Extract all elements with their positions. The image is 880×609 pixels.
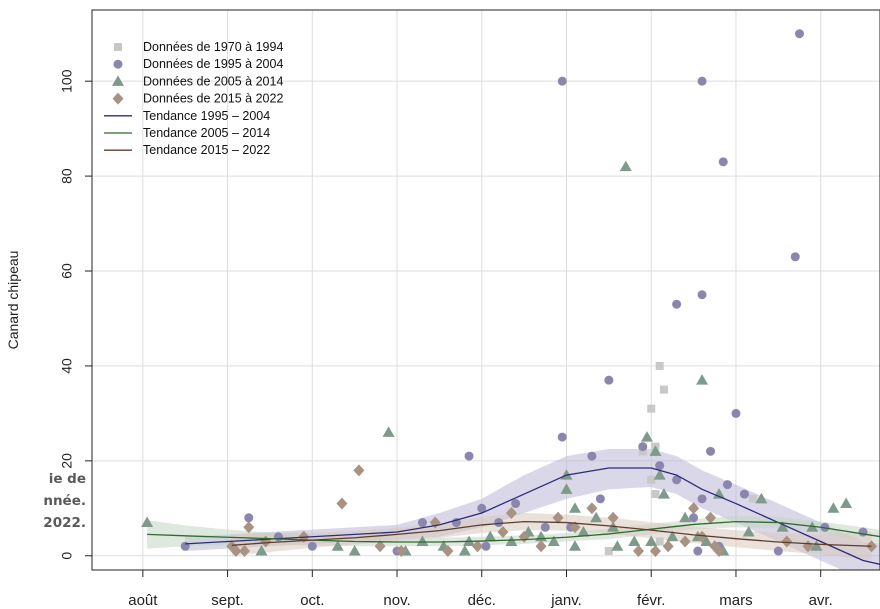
legend-label: Tendance 2005 – 2014	[143, 126, 270, 140]
data-point	[656, 362, 664, 370]
data-point	[465, 452, 474, 461]
data-point	[558, 433, 567, 442]
side-caption-line: nnée.	[0, 490, 86, 512]
data-point	[698, 494, 707, 503]
side-caption: ie de nnée. 2022.	[0, 468, 86, 534]
data-point	[723, 480, 732, 489]
data-point	[791, 252, 800, 261]
side-caption-line: 2022.	[0, 512, 86, 534]
data-point	[795, 29, 804, 38]
data-point	[740, 490, 749, 499]
x-tick-label: déc.	[468, 592, 496, 609]
data-point	[693, 547, 702, 556]
data-point	[558, 77, 567, 86]
data-point	[587, 452, 596, 461]
x-tick-label: oct.	[300, 592, 324, 609]
data-point	[651, 490, 659, 498]
data-point	[596, 494, 605, 503]
data-point	[672, 300, 681, 309]
data-point	[731, 409, 740, 418]
data-point	[706, 447, 715, 456]
data-point	[655, 461, 664, 470]
data-point	[274, 532, 283, 541]
side-caption-line: ie de	[0, 468, 86, 490]
legend-label: Tendance 1995 – 2004	[143, 109, 270, 123]
data-point	[689, 513, 698, 522]
x-tick-label: avr.	[809, 592, 833, 609]
data-point	[638, 442, 647, 451]
data-point	[774, 547, 783, 556]
data-point	[656, 538, 664, 546]
x-tick-label: janv.	[550, 592, 582, 609]
legend-label: Tendance 2015 – 2022	[143, 143, 270, 157]
data-point	[605, 547, 613, 555]
data-point	[604, 376, 613, 385]
legend-label: Données de 1970 à 1994	[143, 40, 283, 54]
data-point	[647, 405, 655, 413]
data-point	[647, 476, 655, 484]
data-point	[418, 518, 427, 527]
data-point	[308, 542, 317, 551]
data-point	[749, 495, 757, 503]
x-tick-label: févr.	[637, 592, 665, 609]
legend-label: Données de 2005 à 2014	[143, 74, 283, 88]
data-point	[511, 499, 520, 508]
data-point	[719, 157, 728, 166]
legend-label: Données de 1995 à 2004	[143, 57, 283, 71]
data-point	[541, 523, 550, 532]
legend-marker	[114, 43, 122, 51]
data-point	[859, 528, 868, 537]
y-tick-label: 100	[59, 69, 75, 93]
legend-marker	[114, 60, 123, 69]
y-tick-label: 80	[59, 168, 75, 184]
data-point	[660, 386, 668, 394]
x-tick-label: mars	[719, 592, 752, 609]
x-tick-label: sept.	[211, 592, 244, 609]
x-tick-label: août	[128, 592, 158, 609]
y-tick-label: 0	[59, 552, 75, 560]
data-point	[244, 513, 253, 522]
y-tick-label: 40	[59, 358, 75, 374]
data-point	[698, 77, 707, 86]
legend-label: Données de 2015 à 2022	[143, 92, 283, 106]
y-axis-label: Canard chipeau	[5, 251, 21, 350]
y-tick-label: 60	[59, 263, 75, 279]
data-point	[698, 290, 707, 299]
data-point	[494, 518, 503, 527]
x-tick-label: nov.	[383, 592, 410, 609]
y-tick-label: 20	[59, 453, 75, 469]
